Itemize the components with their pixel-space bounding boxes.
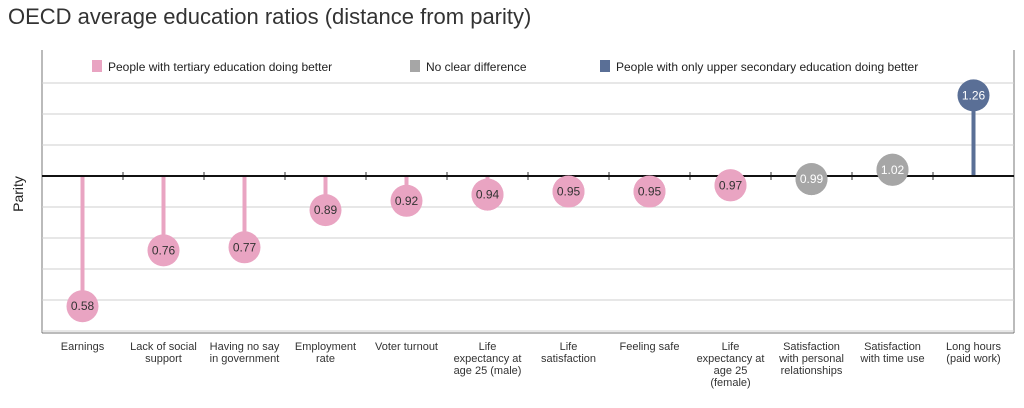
x-tick-label-8: Feeling safe (620, 341, 680, 353)
point-2 (147, 234, 180, 267)
x-tick-label-6: Life (479, 341, 497, 353)
x-tick-label-4: Employment (295, 341, 356, 353)
x-tick-label-7: Life (560, 341, 578, 353)
data-label-overlay-11: 1.02 (881, 163, 905, 177)
x-tick-label-9: (female) (710, 377, 750, 389)
x-tick-label-4: rate (316, 353, 335, 365)
data-label-3: 0.77 (233, 240, 257, 254)
point-overlay-11 (876, 153, 909, 186)
x-tick-label-3: Having no say (210, 341, 280, 353)
x-tick-label-10: Satisfaction (783, 341, 840, 353)
data-label-overlay-6: 0.94 (476, 188, 500, 202)
x-tick-label-5: Voter turnout (375, 341, 438, 353)
x-tick-label-3: in government (210, 353, 280, 365)
point-overlay-8 (633, 175, 666, 208)
x-tick-label-2: support (145, 353, 182, 365)
x-tick-label-12: Long hours (946, 341, 1002, 353)
point-overlay-6 (471, 178, 504, 211)
data-label-overlay-7: 0.95 (557, 185, 581, 199)
data-label-12: 1.26 (962, 88, 986, 102)
x-tick-label-12: (paid work) (946, 353, 1000, 365)
x-tick-label-10: with personal (778, 353, 844, 365)
data-label-5: 0.92 (395, 194, 419, 208)
data-label-overlay-9: 0.97 (719, 178, 743, 192)
point-3 (228, 231, 261, 264)
legend-swatch-upper_secondary (600, 60, 610, 72)
point-4 (309, 194, 342, 227)
y-axis-label: Parity (10, 176, 26, 212)
chart-title: OECD average education ratios (distance … (8, 4, 532, 29)
x-tick-label-9: expectancy at (697, 353, 765, 365)
x-tick-label-6: expectancy at (454, 353, 522, 365)
x-tick-label-11: with time use (859, 353, 924, 365)
point-12 (957, 79, 990, 112)
legend-swatch-tertiary (92, 60, 102, 72)
data-label-4: 0.89 (314, 203, 338, 217)
data-label-2: 0.76 (152, 243, 176, 257)
x-tick-label-9: Life (722, 341, 740, 353)
legend-swatch-nodiff (410, 60, 420, 72)
legend-label-tertiary: People with tertiary education doing bet… (108, 60, 332, 74)
x-tick-label-11: Satisfaction (864, 341, 921, 353)
point-overlay-9 (714, 169, 747, 202)
point-1 (66, 290, 99, 323)
x-tick-label-6: age 25 (male) (454, 365, 522, 377)
data-label-overlay-10: 0.99 (800, 172, 824, 186)
point-overlay-7 (552, 175, 585, 208)
x-tick-label-9: age 25 (714, 365, 748, 377)
x-tick-label-2: Lack of social (130, 341, 197, 353)
legend-label-upper_secondary: People with only upper secondary educati… (616, 60, 918, 74)
x-tick-label-7: satisfaction (541, 353, 596, 365)
legend-label-nodiff: No clear difference (426, 60, 527, 74)
point-overlay-10 (795, 163, 828, 196)
data-label-overlay-8: 0.95 (638, 185, 662, 199)
x-tick-label-10: relationships (781, 365, 843, 377)
point-5 (390, 184, 423, 217)
data-label-1: 0.58 (71, 299, 95, 313)
x-tick-label-1: Earnings (61, 341, 105, 353)
